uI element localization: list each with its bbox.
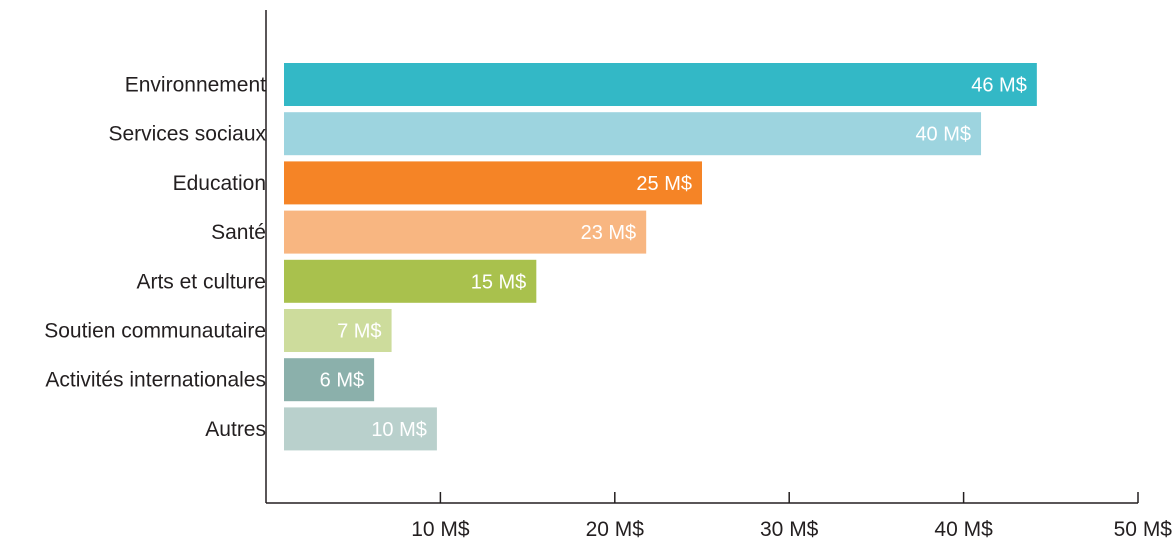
category-label: Autres <box>205 418 266 441</box>
category-label: Services sociaux <box>108 123 266 146</box>
bar-value-label: 7 M$ <box>337 321 381 343</box>
bar-value-label: 23 M$ <box>581 222 637 244</box>
bar-sante <box>284 210 647 254</box>
bar-value-label: 6 M$ <box>320 370 364 392</box>
x-tick-label: 30 M$ <box>760 518 819 541</box>
category-label: Soutien communautaire <box>44 320 266 343</box>
x-tick-label: 50 M$ <box>1114 518 1173 541</box>
bar-value-label: 46 M$ <box>971 75 1027 97</box>
category-label: Arts et culture <box>136 270 266 293</box>
bar-value-label: 10 M$ <box>371 419 427 441</box>
bar-value-label: 25 M$ <box>636 173 692 195</box>
x-ticks-group: 10 M$ 20 M$ 30 M$ 40 M$ 50 M$ <box>411 492 1172 541</box>
bar-arts-et-culture <box>284 259 537 303</box>
bar-value-label: 15 M$ <box>471 271 527 293</box>
bar-environnement <box>284 63 1037 106</box>
bar-education <box>284 161 702 205</box>
bar-services-sociaux <box>284 112 982 156</box>
bar-soutien-communautaire <box>284 309 392 352</box>
category-labels-group: Environnement Services sociaux Education Sa… <box>44 74 266 441</box>
bar-activites-internationales <box>284 358 375 402</box>
bars-group: 46 M$ 40 M$ 25 M$ 23 M$ 15 M$ 7 M$ 6 M$ 10 M$ <box>284 63 1037 451</box>
category-label: Environnement <box>125 74 266 97</box>
bar-autres <box>284 407 437 451</box>
x-tick-label: 10 M$ <box>411 518 470 541</box>
category-label: Activités internationales <box>45 369 266 392</box>
category-label: Education <box>173 172 266 195</box>
bar-value-label: 40 M$ <box>915 124 971 146</box>
x-tick-label: 40 M$ <box>934 518 993 541</box>
x-tick-label: 20 M$ <box>586 518 645 541</box>
category-label: Santé <box>211 221 266 244</box>
